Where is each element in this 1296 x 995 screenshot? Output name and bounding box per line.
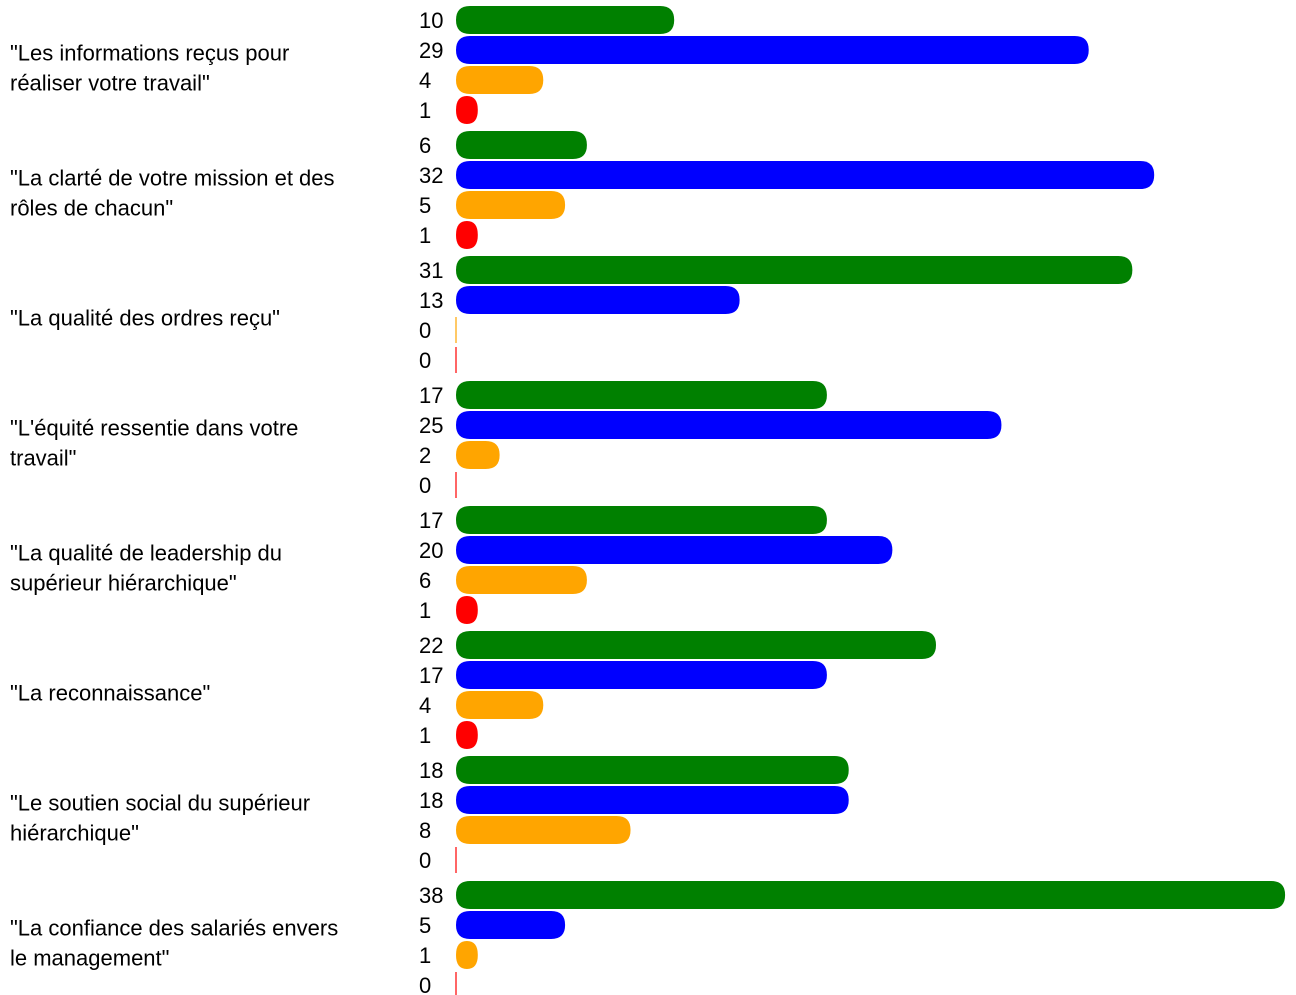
value-label: 22 <box>419 633 443 658</box>
bar-mark <box>456 256 1133 284</box>
bar-mark <box>456 631 936 659</box>
bar-mark <box>456 66 544 94</box>
bar-mark <box>456 411 1002 439</box>
value-label: 18 <box>419 758 443 783</box>
value-label: 6 <box>419 133 431 158</box>
value-label: 18 <box>419 788 443 813</box>
bar-mark <box>456 286 740 314</box>
bar-mark <box>456 191 566 219</box>
bar-mark <box>456 536 893 564</box>
value-label: 0 <box>419 473 431 498</box>
bar-mark <box>456 596 478 624</box>
category-label: "La confiance des salariés envers <box>10 916 338 941</box>
value-label: 4 <box>419 693 431 718</box>
value-label: 6 <box>419 568 431 593</box>
category-label: "Le soutien social du supérieur <box>10 791 310 816</box>
value-label: 17 <box>419 663 443 688</box>
value-label: 1 <box>419 943 431 968</box>
bar-mark <box>456 786 849 814</box>
value-label: 0 <box>419 848 431 873</box>
value-label: 17 <box>419 383 443 408</box>
bar-mark <box>456 941 478 969</box>
category-label: hiérarchique" <box>10 821 139 846</box>
category-label: "La clarté de votre mission et des <box>10 166 335 191</box>
bar-mark <box>456 566 587 594</box>
category-label: "Les informations reçus pour <box>10 41 289 66</box>
value-label: 0 <box>419 348 431 373</box>
value-label: 5 <box>419 193 431 218</box>
category-group: "La reconnaissance" 22 17 4 1 <box>10 631 936 749</box>
bar-mark <box>456 381 827 409</box>
category-group: "La confiance des salariés envers le mana… <box>10 881 1286 995</box>
category-group: "Le soutien social du supérieur hiérarchi… <box>10 756 849 873</box>
value-label: 1 <box>419 223 431 248</box>
bar-mark <box>456 756 849 784</box>
bar-mark <box>456 721 478 749</box>
value-label: 2 <box>419 443 431 468</box>
category-group: "L'équité ressentie dans votre travail" 17… <box>10 381 1002 498</box>
value-label: 10 <box>419 8 443 33</box>
bar-mark <box>456 506 827 534</box>
bar-mark <box>456 441 500 469</box>
bar-mark <box>456 161 1155 189</box>
bar-mark <box>456 6 675 34</box>
category-label: réaliser votre travail" <box>10 71 210 96</box>
value-label: 17 <box>419 508 443 533</box>
bar-mark <box>456 96 478 124</box>
value-label: 0 <box>419 318 431 343</box>
value-label: 38 <box>419 883 443 908</box>
category-label: travail" <box>10 446 77 471</box>
bar-mark <box>456 691 544 719</box>
category-group: "La qualité de leadership du supérieur hi… <box>10 506 893 624</box>
value-label: 32 <box>419 163 443 188</box>
category-label: "L'équité ressentie dans votre <box>10 416 298 441</box>
category-group: "Les informations reçus pour réaliser vot… <box>10 6 1089 124</box>
value-label: 1 <box>419 723 431 748</box>
bar-mark <box>456 131 587 159</box>
bar-mark <box>456 816 631 844</box>
value-label: 8 <box>419 818 431 843</box>
category-label: "La qualité des ordres reçu" <box>10 306 280 331</box>
category-group: "La qualité des ordres reçu" 31 13 0 0 <box>10 256 1133 373</box>
bar-mark <box>456 881 1286 909</box>
bar-mark <box>456 661 827 689</box>
value-label: 31 <box>419 258 443 283</box>
category-label: rôles de chacun" <box>10 196 173 221</box>
bar-mark <box>456 36 1089 64</box>
value-label: 5 <box>419 913 431 938</box>
value-label: 20 <box>419 538 443 563</box>
value-label: 1 <box>419 98 431 123</box>
value-label: 25 <box>419 413 443 438</box>
bar-mark <box>456 911 566 939</box>
bar-mark <box>456 221 478 249</box>
value-label: 13 <box>419 288 443 313</box>
value-label: 29 <box>419 38 443 63</box>
value-label: 1 <box>419 598 431 623</box>
category-label: "La qualité de leadership du <box>10 541 282 566</box>
value-label: 4 <box>419 68 431 93</box>
category-label: supérieur hiérarchique" <box>10 571 237 596</box>
category-label: le management" <box>10 946 169 971</box>
value-label: 0 <box>419 973 431 995</box>
category-group: "La clarté de votre mission et des rôles … <box>10 131 1155 249</box>
category-label: "La reconnaissance" <box>10 681 210 706</box>
